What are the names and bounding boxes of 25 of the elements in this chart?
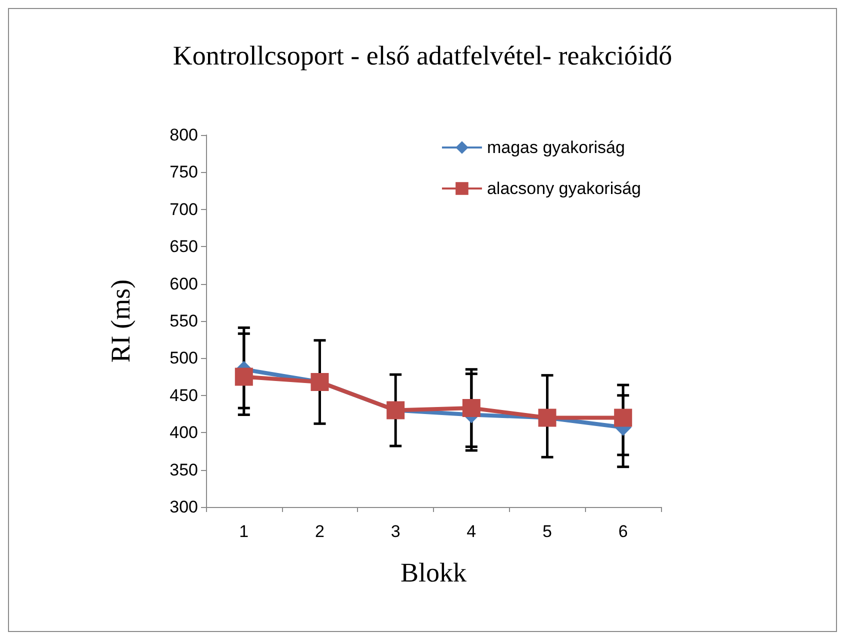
x-tick-label: 6 bbox=[618, 522, 628, 541]
x-tick-label: 3 bbox=[390, 522, 400, 541]
y-tick-label: 650 bbox=[170, 237, 198, 256]
x-tick-label: 5 bbox=[542, 522, 552, 541]
y-tick-label: 750 bbox=[170, 162, 198, 182]
y-tick-label: 500 bbox=[170, 348, 198, 368]
legend-label: alacsony gyakoriság bbox=[486, 179, 641, 198]
point bbox=[234, 368, 253, 386]
y-tick-label: 700 bbox=[170, 200, 198, 219]
y-tick-label: 600 bbox=[170, 274, 198, 294]
y-tick-label: 300 bbox=[170, 498, 198, 516]
legend-label: magas gyakoriság bbox=[486, 138, 625, 157]
y-tick-label: 350 bbox=[170, 460, 198, 480]
y-axis-title: RI (ms) bbox=[106, 279, 136, 363]
point bbox=[614, 408, 632, 427]
x-tick-label: 4 bbox=[466, 522, 476, 541]
point bbox=[462, 399, 480, 418]
chart-title: Kontrollcsoport - első adatfelvétel- reakcióidő bbox=[172, 40, 672, 70]
x-axis-title: Blokk bbox=[400, 558, 467, 588]
y-tick-label: 800 bbox=[170, 126, 198, 144]
y-tick-label: 400 bbox=[170, 423, 198, 442]
y-tick-label: 550 bbox=[170, 312, 198, 330]
y-tick-label: 450 bbox=[170, 386, 198, 405]
x-tick-label: 2 bbox=[315, 522, 324, 541]
x-tick-label: 1 bbox=[239, 522, 249, 541]
